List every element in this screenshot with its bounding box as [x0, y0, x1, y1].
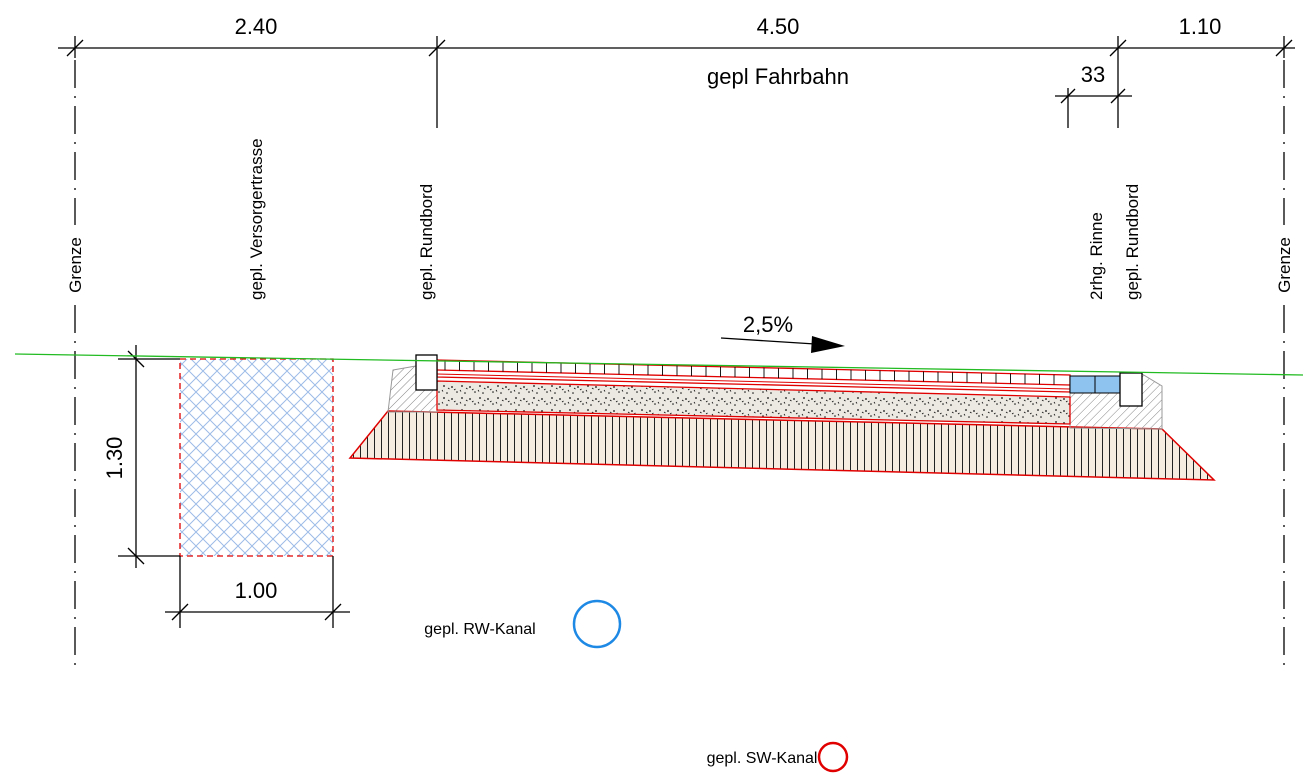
asphalt-marking — [444, 360, 1055, 385]
dim-top-left: 2.40 — [235, 14, 278, 39]
dim-trench-width: 1.00 — [235, 578, 278, 603]
sw-pipe — [817, 741, 849, 773]
utility-trench — [179, 358, 334, 557]
dim-top-right: 1.10 — [1179, 14, 1222, 39]
curb-right — [1119, 372, 1143, 407]
road-subbase-layer — [348, 410, 1216, 481]
label-rundbord-left: gepl. Rundbord — [417, 184, 436, 300]
trench-width-dimension — [165, 556, 350, 628]
label-rw-kanal: gepl. RW-Kanal — [424, 621, 535, 638]
road-base-layer — [436, 380, 1071, 425]
slope-arrow — [720, 336, 845, 353]
label-slope: 2,5% — [743, 312, 793, 337]
label-sw-kanal: gepl. SW-Kanal — [707, 750, 818, 767]
gutter-stone-2 — [1094, 375, 1121, 394]
trench-height-dimension — [118, 345, 180, 568]
curb-left — [415, 354, 438, 391]
label-fahrbahn: gepl Fahrbahn — [707, 64, 849, 89]
rw-pipe — [572, 599, 622, 649]
label-rundbord-right: gepl. Rundbord — [1123, 184, 1142, 300]
label-rinne: 2rhg. Rinne — [1087, 212, 1106, 300]
dim-top-middle: 4.50 — [757, 14, 800, 39]
top-dimension-chain — [58, 36, 1295, 128]
dim-gutter-width: 33 — [1081, 62, 1105, 87]
label-grenze-right: Grenze — [1275, 237, 1294, 293]
label-versorgertrasse: gepl. Versorgertrasse — [247, 138, 266, 300]
label-grenze-left: Grenze — [66, 237, 85, 293]
gutter-stone-1 — [1069, 375, 1096, 394]
dim-trench-height: 1.30 — [102, 437, 127, 480]
terrain-line — [14, 353, 1303, 376]
boundary-lines — [74, 60, 1285, 670]
